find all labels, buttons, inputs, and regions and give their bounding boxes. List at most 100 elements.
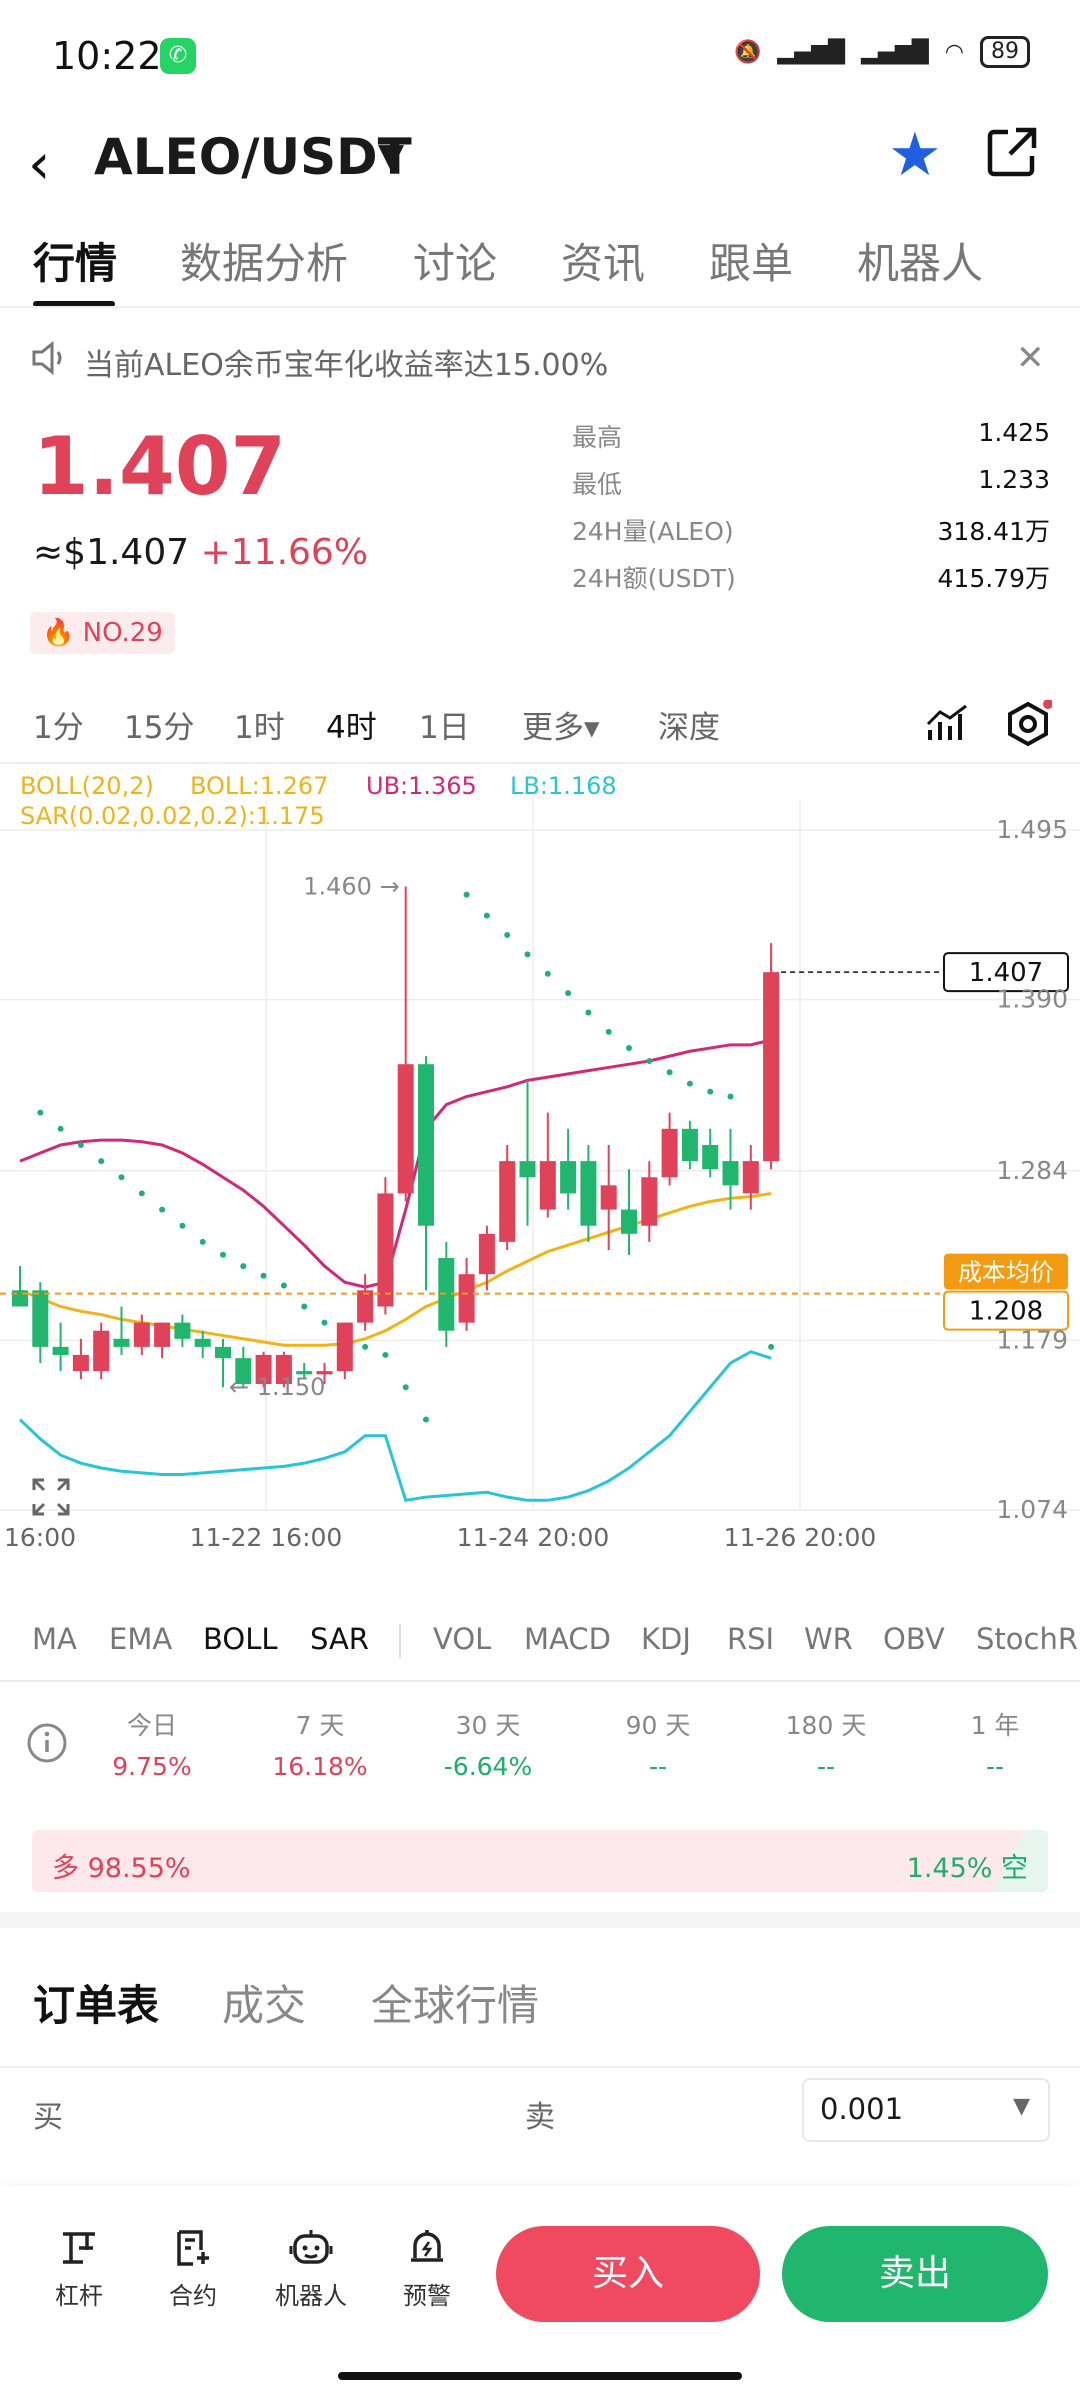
perf-label: 30 天 [455,1711,521,1740]
interval-more[interactable]: 更多▾ [522,710,600,746]
boll-mid-line [19,1191,772,1347]
tab-trades[interactable]: 成交 [222,1981,307,2030]
sar-dot [362,1343,369,1350]
chart-type-icon[interactable] [926,704,970,748]
candle [742,1161,759,1194]
sar-dot [504,931,511,938]
info-icon[interactable] [26,1722,68,1768]
interval-1m[interactable]: 1分 [33,710,84,746]
sar-dot [423,1416,429,1423]
orderbook-buy-header: 买 [33,2100,63,2135]
nav-robot[interactable]: 机器人 [266,2228,356,2311]
sar-dot [280,1282,287,1289]
rank-badge[interactable]: 🔥 NO.29 [30,612,175,654]
sar-dot [707,1088,714,1095]
indicator-kdj[interactable]: KDJ [641,1622,691,1656]
nav-contract[interactable]: 合约 [148,2228,238,2311]
indicator-ma[interactable]: MA [32,1622,77,1656]
pair-title[interactable]: ALEO/USDT [94,128,412,186]
home-indicator[interactable] [338,2372,742,2380]
stat-label: 最高 [572,423,623,452]
candle [215,1346,231,1359]
close-icon[interactable]: ✕ [1016,338,1045,378]
perf-label: 1 年 [970,1711,1020,1740]
notice-banner[interactable]: 当前ALEO余币宝年化收益率达15.00% [30,340,608,384]
candle [275,1354,292,1385]
interval-1d[interactable]: 1日 [419,710,470,746]
nav-label: 合约 [169,2282,217,2310]
long-ratio: 多 98.55% [52,1853,191,1884]
sar-dot [666,1069,673,1076]
precision-select[interactable]: 0.001 ▼ [802,2078,1050,2142]
perf-value: -- [985,1752,1005,1781]
perf-label: 180 天 [785,1711,867,1740]
sar-value: SAR(0.02,0.02,0.2):1.175 [20,802,325,830]
indicator-sar[interactable]: SAR [310,1622,369,1656]
nav-alert[interactable]: 预警 [382,2228,472,2311]
interval-4h[interactable]: 4时 [326,710,377,746]
y-axis-tick: 1.284 [996,1156,1068,1185]
candle [52,1346,69,1355]
nav-leverage[interactable]: 杠杆 [34,2228,124,2311]
indicator-vol[interactable]: VOL [433,1622,492,1656]
candle [702,1144,719,1170]
tab-orderbook[interactable]: 订单表 [33,1981,160,2030]
indicator-ema[interactable]: EMA [109,1622,173,1656]
sar-dot [77,1141,84,1148]
indicator-stochrsi[interactable]: StochRSI [976,1622,1080,1656]
interval-depth[interactable]: 深度 [658,710,720,746]
stat-value: 1.233 [978,465,1050,494]
candle [539,1161,556,1210]
tab-data-analysis[interactable]: 数据分析 [180,239,349,288]
usd-price: ≈$1.407 [33,532,190,573]
settings-hex-icon[interactable] [1004,699,1053,752]
divider [0,762,1080,764]
status-time: 10:22 [52,34,162,78]
y-axis-tick: 1.495 [996,815,1068,844]
interval-1h[interactable]: 1时 [234,710,285,746]
candle [357,1290,374,1323]
rank-text: NO.29 [82,618,163,648]
stat-value: 1.425 [978,418,1050,447]
sar-dot [220,1251,226,1258]
perf-value: 16.18% [272,1752,368,1781]
candle [519,1161,536,1178]
indicator-wr[interactable]: WR [804,1622,853,1656]
candle [621,1209,637,1234]
interval-15m[interactable]: 15分 [124,710,195,746]
tab-news[interactable]: 资讯 [561,239,646,288]
tab-bots[interactable]: 机器人 [857,239,984,288]
indicator-rsi[interactable]: RSI [727,1622,775,1656]
tab-copy-trade[interactable]: 跟单 [709,239,794,288]
sar-dot [382,1351,389,1358]
sell-button[interactable]: 卖出 [782,2226,1048,2322]
y-axis-tick: 1.074 [996,1495,1068,1524]
stat-value: 415.79万 [937,564,1050,593]
fullscreen-icon[interactable] [32,1478,70,1520]
x-axis-tick: 16:00 [4,1523,76,1552]
candle [418,1064,434,1226]
orderbook-sell-header: 卖 [525,2100,555,2135]
indicator-obv[interactable]: OBV [883,1622,945,1656]
chart-grid [0,800,1080,1511]
nav-label: 预警 [403,2282,451,2310]
interval-bar: 1分 15分 1时 4时 1日 更多▾ 深度 [0,690,1080,762]
buy-button[interactable]: 买入 [496,2226,760,2322]
boll-upper-value: UB:1.365 [366,772,477,800]
robot-icon [266,2228,356,2276]
tab-global-market[interactable]: 全球行情 [371,1981,540,2030]
wifi-icon: ◠ [944,39,964,65]
caret-down-icon[interactable]: ▼ [378,136,405,176]
tab-discussion[interactable]: 讨论 [413,239,498,288]
share-icon[interactable] [984,124,1040,184]
indicator-macd[interactable]: MACD [524,1622,611,1656]
indicator-boll[interactable]: BOLL [203,1622,278,1656]
nav-label: 杠杆 [55,2282,103,2310]
perf-label: 今日 [126,1711,177,1740]
tab-underline [33,301,115,307]
tab-market[interactable]: 行情 [33,239,118,288]
favorite-star-icon[interactable]: ★ [888,120,942,190]
candle [72,1354,89,1372]
back-chevron-icon[interactable]: ‹ [28,132,51,197]
